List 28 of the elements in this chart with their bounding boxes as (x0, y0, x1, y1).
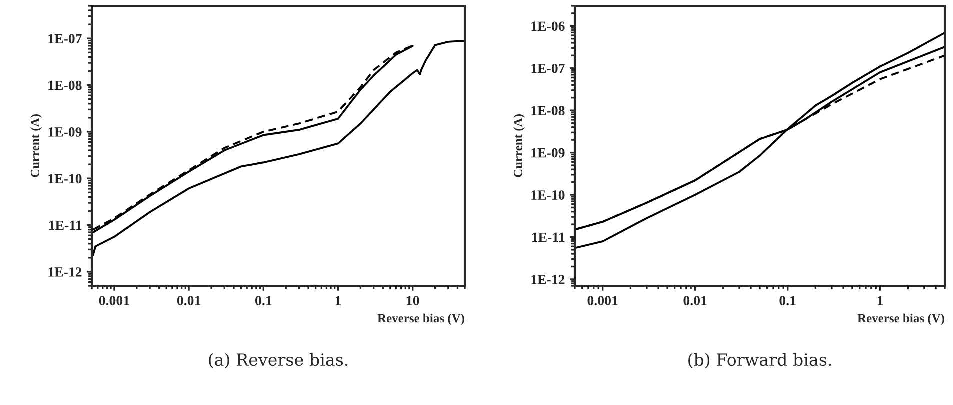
y-tick-label: 1E-10 (48, 174, 82, 184)
y-tick-label: 1E-07 (532, 64, 565, 74)
x-tick-label: 0.1 (780, 296, 796, 306)
text: (a) Reverse bias. (209, 353, 348, 368)
x-tick-label: 10 (407, 296, 420, 306)
y-tick-label: 1E-09 (532, 148, 565, 158)
y-tick-label: 1E-06 (532, 22, 565, 32)
x-axis-title: Reverse bias (V) (858, 314, 944, 326)
y-axis-title: Current (A) (30, 114, 42, 178)
y-tick-label: 1E-08 (532, 106, 565, 116)
y-tick-label: 1E-11 (49, 220, 82, 230)
x-tick-label: 0.001 (99, 296, 130, 306)
x-tick-label: 0.1 (256, 296, 272, 306)
y-tick-label: 1E-07 (48, 34, 82, 44)
x-tick-label: 0.01 (177, 296, 200, 306)
y-tick-label: 1E-12 (532, 275, 565, 284)
x-tick-label: 0.001 (588, 296, 618, 306)
x-tick-label: 1 (878, 296, 884, 306)
x-tick-label: 0.01 (684, 296, 707, 306)
y-tick-label: 1E-11 (532, 232, 565, 242)
text: (b) Forward bias. (688, 353, 832, 368)
y-tick-label: 1E-10 (532, 190, 565, 200)
y-axis-title: Current (A) (514, 114, 525, 178)
y-tick-label: 1E-12 (48, 268, 82, 277)
x-tick-label: 1 (336, 296, 342, 306)
y-tick-label: 1E-09 (48, 128, 82, 137)
y-tick-label: 1E-08 (48, 80, 82, 90)
x-axis-title: Reverse bias (V) (378, 314, 464, 326)
